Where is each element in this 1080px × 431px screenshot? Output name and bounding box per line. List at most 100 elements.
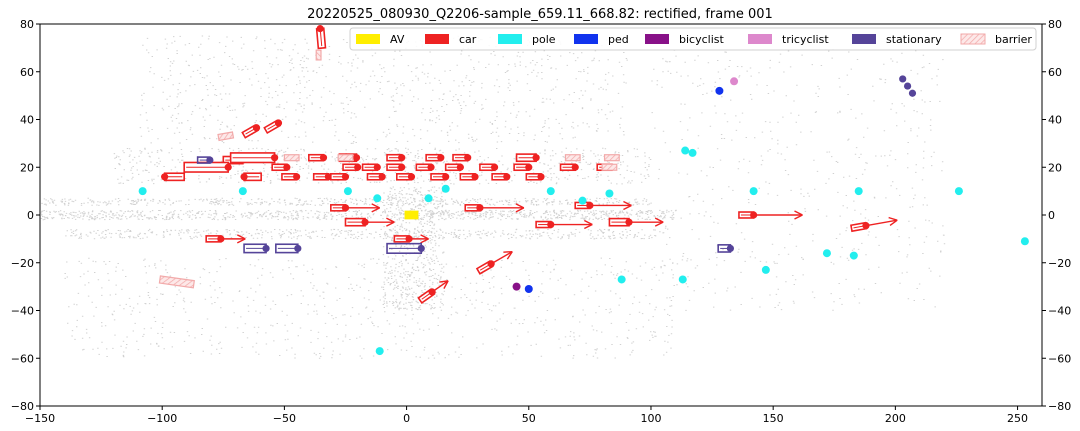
legend-label-car: car xyxy=(459,33,477,46)
x-tick-label: −100 xyxy=(147,412,177,425)
y-tick-label-left: 20 xyxy=(20,161,34,174)
legend-label-stationary: stationary xyxy=(886,33,942,46)
stationary-box xyxy=(275,243,302,254)
barrier-box xyxy=(337,154,354,162)
pole-point xyxy=(138,187,147,196)
x-tick-label: −50 xyxy=(273,412,296,425)
legend-label-barrier: barrier xyxy=(995,33,1032,46)
pole-point xyxy=(343,187,352,196)
car-box xyxy=(271,163,291,172)
y-tick-label-right: −20 xyxy=(1048,257,1071,270)
barrier-box xyxy=(315,49,322,61)
pole-point xyxy=(578,196,587,205)
car-box xyxy=(312,173,332,181)
y-tick-label-left: 40 xyxy=(20,114,34,127)
y-tick-label-right: 60 xyxy=(1048,66,1062,79)
x-tick-label: 250 xyxy=(1007,412,1028,425)
ped-point xyxy=(524,285,533,294)
barrier-box xyxy=(283,154,300,162)
car-box xyxy=(415,163,435,172)
pole-point xyxy=(441,184,450,193)
point-cloud-dots xyxy=(40,35,946,359)
car-box xyxy=(205,234,246,244)
bicyclist-point xyxy=(512,282,521,291)
car-box xyxy=(574,200,632,211)
pole-point xyxy=(373,194,382,203)
x-tick-label: 150 xyxy=(763,412,784,425)
y-tick-label-left: 0 xyxy=(27,209,34,222)
y-tick-label-right: 20 xyxy=(1048,161,1062,174)
y-tick-label-left: −40 xyxy=(11,305,34,318)
barrier-box xyxy=(601,163,618,171)
legend-swatch-stationary xyxy=(852,34,876,44)
pole-point xyxy=(617,275,626,284)
y-tick-label-right: −60 xyxy=(1048,352,1071,365)
car-box xyxy=(417,280,449,304)
legend-frame xyxy=(349,27,1037,51)
x-tick-label: 200 xyxy=(885,412,906,425)
scene-objects xyxy=(138,24,1029,356)
y-tick-label-right: −80 xyxy=(1048,400,1071,413)
legend-swatch-tricyclist xyxy=(748,34,772,44)
car-box xyxy=(444,163,464,172)
car-box xyxy=(240,172,262,182)
pole-point xyxy=(424,194,433,203)
car-box xyxy=(183,161,232,173)
chart-title: 20220525_080930_Q2206-sample_659.11_668.… xyxy=(307,7,773,22)
legend: AV car pole ped bicyclist tricyclist stationar… xyxy=(349,27,1037,51)
car-box xyxy=(330,173,350,181)
barrier-box xyxy=(603,154,620,162)
legend-swatch-av xyxy=(356,34,380,44)
car-box xyxy=(515,153,540,163)
car-box xyxy=(425,153,445,162)
x-tick-label: 100 xyxy=(640,412,661,425)
legend-swatch-bicyclist xyxy=(645,34,669,44)
car-box xyxy=(361,163,381,172)
legend-label-pole: pole xyxy=(532,33,556,46)
car-box xyxy=(479,163,499,172)
barrier-box xyxy=(217,131,235,142)
legend-label-ped: ped xyxy=(608,33,629,46)
legend-label-tricyclist: tricyclist xyxy=(782,33,829,46)
y-tick-label-left: 80 xyxy=(20,18,34,31)
car-box xyxy=(491,173,511,181)
car-box xyxy=(281,173,301,181)
pole-point xyxy=(238,187,247,196)
stationary-box xyxy=(243,243,270,254)
x-tick-label: 0 xyxy=(403,412,410,425)
stationary-box xyxy=(386,242,425,255)
car-box xyxy=(330,203,381,213)
av-box xyxy=(404,210,419,220)
legend-swatch-car xyxy=(425,34,449,44)
legend-label-av: AV xyxy=(390,33,405,46)
pole-point xyxy=(546,187,555,196)
pole-point xyxy=(761,265,770,274)
legend-swatch-pole xyxy=(498,34,522,44)
y-tick-label-left: 60 xyxy=(20,66,34,79)
legend-swatch-barrier xyxy=(960,33,986,45)
y-tick-label-left: −60 xyxy=(11,352,34,365)
barrier-box xyxy=(158,275,195,289)
car-box xyxy=(850,216,898,233)
stationary-point xyxy=(903,82,912,90)
car-box xyxy=(525,173,545,181)
pole-point xyxy=(678,275,687,284)
car-box xyxy=(161,172,185,182)
y-tick-label-right: 40 xyxy=(1048,114,1062,127)
pole-point xyxy=(854,187,863,196)
pole-point xyxy=(605,189,614,198)
pole-point xyxy=(849,251,858,260)
legend-label-bicyclist: bicyclist xyxy=(679,33,724,46)
ped-point xyxy=(715,86,724,95)
stationary-point xyxy=(908,89,917,97)
car-box xyxy=(464,203,525,213)
car-box xyxy=(475,250,513,275)
lidar-point-cloud xyxy=(40,35,946,359)
y-tick-label-right: 80 xyxy=(1048,18,1062,31)
x-tick-label: 50 xyxy=(522,412,536,425)
car-box xyxy=(396,173,416,181)
car-box xyxy=(452,153,472,162)
car-box xyxy=(366,173,386,181)
